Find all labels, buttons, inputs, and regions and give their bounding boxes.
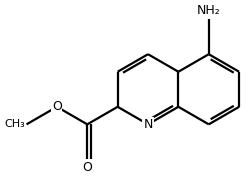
Text: NH₂: NH₂	[197, 4, 221, 17]
Text: O: O	[82, 161, 92, 174]
Text: N: N	[143, 118, 153, 131]
Text: CH₃: CH₃	[4, 119, 25, 129]
Text: O: O	[52, 100, 62, 113]
